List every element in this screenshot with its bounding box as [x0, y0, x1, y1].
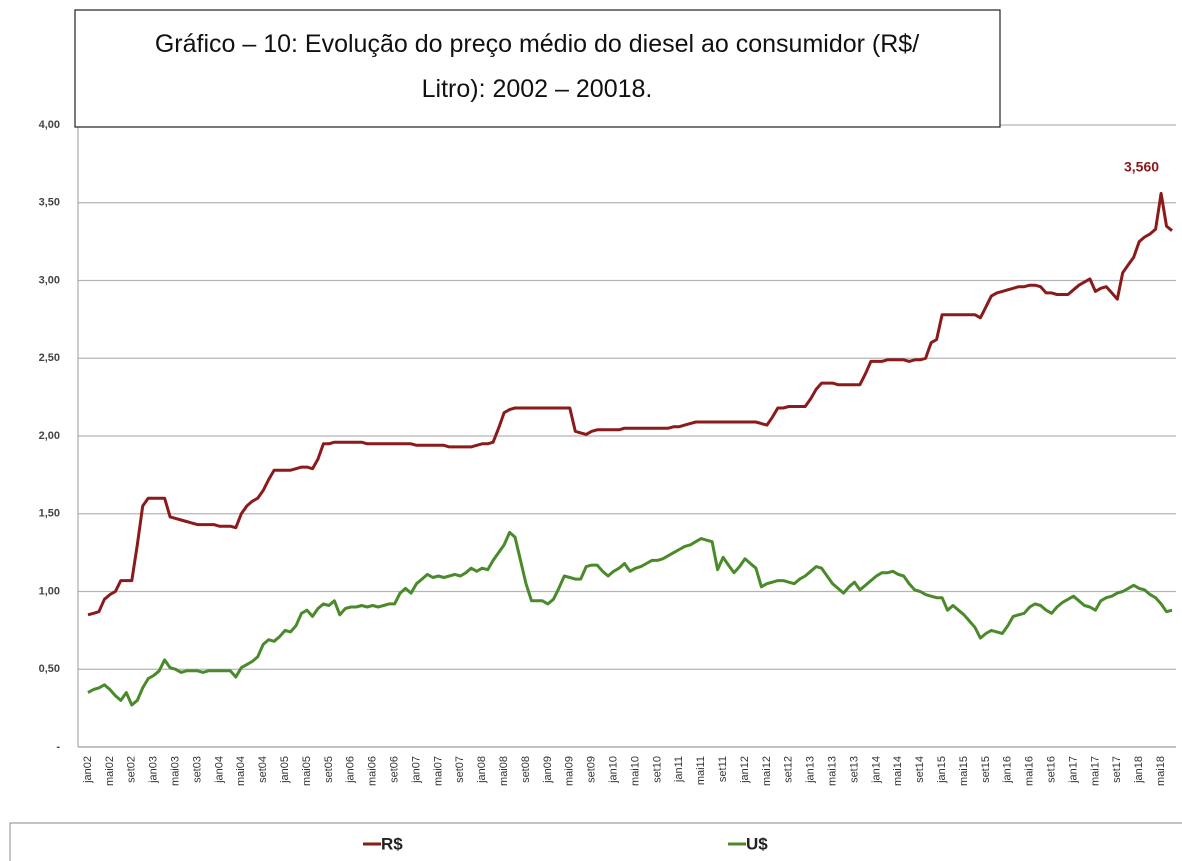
y-tick-label: 1,50	[39, 508, 60, 520]
x-tick-label: mai02	[104, 756, 116, 786]
x-tick-label: jan06	[345, 756, 357, 784]
x-tick-label: jan07	[410, 756, 422, 784]
x-tick-label: set06	[388, 756, 400, 783]
x-tick-label: mai15	[958, 756, 970, 786]
legend-label: R$	[381, 834, 403, 853]
x-tick-label: mai07	[432, 756, 444, 786]
x-tick-label: mai06	[367, 756, 379, 786]
series-line	[87, 530, 1173, 707]
x-tick-label: set15	[980, 756, 992, 783]
title-box	[74, 9, 1001, 128]
x-tick-label: mai05	[301, 756, 313, 786]
series-line	[87, 191, 1173, 617]
x-tick-label: jan10	[607, 756, 619, 784]
x-tick-label: mai14	[892, 756, 904, 786]
x-tick-label: set07	[454, 756, 466, 783]
x-tick-label: mai18	[1155, 756, 1167, 786]
chart-title: Litro): 2002 – 20018.	[422, 75, 653, 103]
x-tick-label: jan14	[870, 756, 882, 784]
x-tick-label: set11	[717, 756, 729, 782]
y-tick-label: 0,50	[39, 663, 60, 675]
x-tick-label: jan18	[1133, 756, 1145, 784]
x-tick-label: jan13	[805, 756, 817, 784]
x-tick-label: set17	[1111, 756, 1123, 783]
x-tick-label: set14	[914, 756, 926, 783]
x-tick-label: set02	[126, 756, 138, 783]
x-tick-label: jan17	[1067, 756, 1079, 784]
lines	[87, 191, 1173, 707]
y-tick-label: 2,00	[39, 430, 60, 442]
y-tick-label: 4,00	[39, 119, 60, 131]
x-tick-label: mai10	[629, 756, 641, 786]
legend-label: U$	[746, 834, 768, 853]
x-tick-label: jan05	[279, 756, 291, 784]
x-tick-label: jan11	[673, 756, 685, 783]
grid	[78, 124, 1176, 748]
x-tick-label: mai03	[170, 756, 182, 786]
annotation: 3,560	[1124, 158, 1159, 174]
chart-title: Gráfico – 10: Evolução do preço médio do…	[155, 30, 919, 58]
x-tick-label: set05	[323, 756, 335, 783]
x-tick-label: jan12	[739, 756, 751, 784]
x-tick-label: mai17	[1089, 756, 1101, 786]
x-tick-label: mai08	[498, 756, 510, 786]
x-tick-label: set09	[586, 756, 598, 783]
x-tick-label: set08	[520, 756, 532, 783]
y-tick-label: -	[56, 741, 60, 753]
x-tick-label: mai04	[235, 756, 247, 786]
x-tick-label: jan16	[1002, 756, 1014, 784]
y-tick-label: 3,00	[39, 274, 60, 286]
x-tick-label: jan03	[148, 756, 160, 784]
x-tick-label: jan08	[476, 756, 488, 784]
y-tick-label: 3,50	[39, 197, 60, 209]
y-tick-label: 1,00	[39, 585, 60, 597]
x-tick-label: mai11	[695, 756, 707, 785]
x-tick-label: set03	[191, 756, 203, 783]
x-tick-label: jan09	[542, 756, 554, 784]
x-tick-label: set16	[1045, 756, 1057, 783]
x-tick-label: set10	[651, 756, 663, 783]
y-tick-label: 2,50	[39, 352, 60, 364]
x-tick-label: set13	[848, 756, 860, 783]
x-tick-label: mai16	[1024, 756, 1036, 786]
x-tick-label: jan04	[213, 756, 225, 784]
x-tick-label: mai13	[826, 756, 838, 786]
x-tick-label: mai12	[761, 756, 773, 786]
legend-box	[9, 822, 1182, 861]
x-tick-label: mai09	[564, 756, 576, 786]
x-tick-label: set12	[783, 756, 795, 783]
x-tick-label: jan02	[82, 756, 94, 784]
x-tick-label: set04	[257, 756, 269, 783]
x-tick-label: jan15	[936, 756, 948, 784]
